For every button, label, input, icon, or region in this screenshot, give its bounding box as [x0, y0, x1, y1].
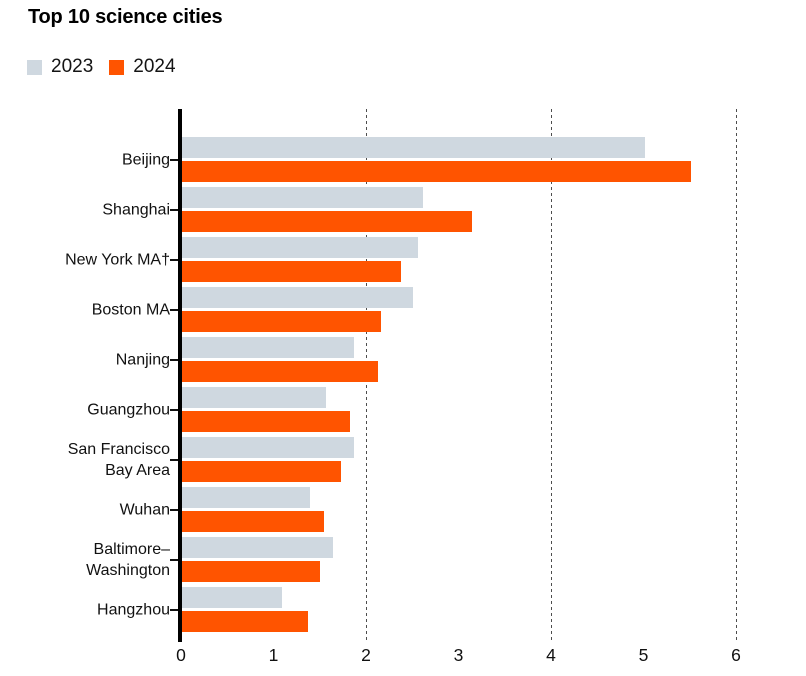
- bar-2024-san-francisco-bay-area: [182, 461, 342, 482]
- bar-2023-guangzhou: [182, 387, 327, 408]
- bar-2024-hangzhou: [182, 611, 308, 632]
- bar-2024-wuhan: [182, 511, 324, 532]
- x-tick-label-6: 6: [731, 645, 741, 665]
- x-tick-label-0: 0: [176, 645, 186, 665]
- y-tick-nanjing: [170, 358, 178, 361]
- legend-item-2024: 2024: [109, 56, 176, 78]
- gridline-4: [551, 109, 552, 642]
- bar-2024-beijing: [182, 161, 691, 182]
- legend-label-2024: 2024: [133, 56, 176, 77]
- plot-area: [170, 105, 781, 642]
- bar-2024-baltimore-washington: [182, 561, 320, 582]
- x-tick-label-1: 1: [268, 645, 279, 665]
- chart-title: Top 10 science cities: [28, 6, 223, 28]
- bar-2023-shanghai: [182, 187, 424, 208]
- bar-2023-nanjing: [182, 337, 355, 358]
- category-label-wuhan: Wuhan: [119, 501, 170, 518]
- y-tick-shanghai: [170, 208, 178, 211]
- y-tick-guangzhou: [170, 408, 178, 411]
- y-tick-new-york-ma: [170, 258, 178, 261]
- bar-2024-nanjing: [182, 361, 379, 382]
- category-label-new-york-ma: New York MA†: [65, 251, 170, 268]
- bar-2023-beijing: [182, 137, 645, 158]
- y-axis-line: [178, 109, 182, 642]
- legend-label-2023: 2023: [51, 56, 94, 77]
- y-axis-labels: Beijing Shanghai New York MA† Boston MA Nanj…: [0, 105, 170, 640]
- legend-swatch-2023: [27, 59, 42, 75]
- x-tick-label-4: 4: [546, 645, 556, 665]
- y-tick-wuhan: [170, 508, 178, 511]
- y-tick-beijing: [170, 158, 178, 161]
- y-tick-baltimore-washington: [170, 558, 178, 561]
- category-label-beijing: Beijing: [121, 151, 170, 168]
- x-tick-label-2: 2: [361, 645, 371, 665]
- gridline-6: [736, 109, 737, 642]
- bar-2023-san-francisco-bay-area: [182, 437, 355, 458]
- x-tick-label-3: 3: [453, 645, 464, 665]
- category-label-hangzhou: Hangzhou: [97, 601, 170, 618]
- category-label-san-francisco-bay-area: San Francisco Bay Area: [67, 440, 170, 479]
- category-label-boston-ma: Boston MA: [91, 301, 170, 318]
- category-label-shanghai: Shanghai: [102, 201, 170, 218]
- legend-swatch-2024: [109, 59, 125, 75]
- bar-2023-baltimore-washington: [182, 537, 333, 558]
- bar-2024-guangzhou: [182, 411, 351, 432]
- legend-item-2023: 2023: [27, 56, 93, 78]
- y-tick-hangzhou: [170, 608, 178, 611]
- bar-2023-wuhan: [182, 487, 310, 508]
- bar-2023-hangzhou: [182, 587, 282, 608]
- bar-2024-boston-ma: [182, 311, 381, 332]
- category-label-guangzhou: Guangzhou: [87, 401, 170, 418]
- bar-2024-new-york-ma: [182, 261, 402, 282]
- bar-2023-boston-ma: [182, 287, 414, 308]
- category-label-nanjing: Nanjing: [115, 351, 170, 368]
- bar-2024-shanghai: [182, 211, 473, 232]
- category-label-baltimore-washington: Baltimore– Washington: [86, 540, 170, 579]
- legend: 2023 2024: [27, 56, 176, 78]
- y-tick-boston-ma: [170, 308, 178, 311]
- bar-2023-new-york-ma: [182, 237, 418, 258]
- y-tick-san-francisco-bay-area: [170, 458, 178, 461]
- x-tick-label-5: 5: [638, 645, 649, 665]
